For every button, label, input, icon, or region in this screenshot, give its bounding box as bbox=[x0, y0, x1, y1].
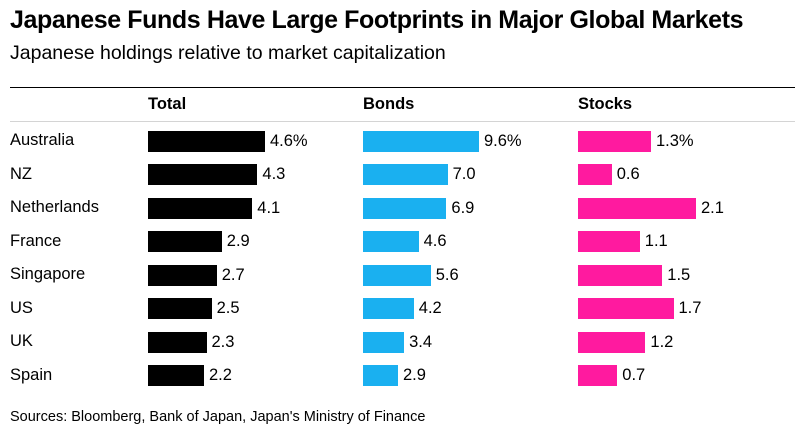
category-label: NZ bbox=[10, 164, 32, 183]
bar-stocks bbox=[578, 164, 612, 185]
value-label-total: 2.7 bbox=[221, 265, 245, 284]
value-label-stocks: 1.3% bbox=[656, 131, 694, 150]
category-label: US bbox=[10, 298, 33, 317]
column-header-total: Total bbox=[148, 95, 187, 113]
value-label-stocks: 2.1 bbox=[701, 198, 724, 217]
value-label-bonds: 7.0 bbox=[452, 165, 476, 183]
bar-total bbox=[148, 164, 258, 185]
bar-stocks bbox=[578, 130, 651, 152]
bar-total bbox=[148, 197, 253, 219]
value-label-total: 2.2 bbox=[209, 366, 232, 384]
bar-bonds bbox=[363, 231, 419, 252]
value-label-stocks: 1.1 bbox=[644, 232, 668, 250]
bar-bonds bbox=[363, 331, 405, 353]
value-label-stocks: 0.6 bbox=[616, 165, 640, 183]
value-label-stocks: 1.2 bbox=[650, 332, 674, 351]
value-label-bonds: 5.6 bbox=[435, 265, 459, 284]
column-header-bonds: Bonds bbox=[363, 95, 415, 113]
bar-bonds bbox=[363, 130, 479, 152]
bar-stocks bbox=[578, 298, 674, 319]
value-label-bonds: 6.9 bbox=[451, 198, 475, 217]
source-note: Sources: Bloomberg, Bank of Japan, Japan… bbox=[10, 409, 426, 425]
bar-stocks bbox=[578, 197, 696, 219]
value-label-total: 4.6% bbox=[270, 131, 308, 150]
value-label-stocks: 1.5 bbox=[667, 265, 691, 284]
bar-total bbox=[148, 365, 204, 386]
bar-bonds bbox=[363, 298, 414, 319]
bar-stocks bbox=[578, 365, 618, 386]
value-label-bonds: 2.9 bbox=[403, 366, 426, 384]
value-label-bonds: 3.4 bbox=[409, 332, 433, 351]
category-label: UK bbox=[10, 332, 33, 350]
value-label-total: 2.5 bbox=[216, 299, 240, 317]
value-label-stocks: 1.7 bbox=[678, 299, 702, 317]
bar-total bbox=[148, 298, 212, 319]
category-label: Netherlands bbox=[10, 198, 99, 216]
value-label-total: 4.3 bbox=[262, 165, 286, 183]
value-label-stocks: 0.7 bbox=[622, 366, 646, 384]
value-label-bonds: 4.2 bbox=[418, 299, 442, 317]
value-label-total: 4.1 bbox=[257, 198, 281, 217]
bar-total bbox=[148, 331, 207, 353]
bar-total bbox=[148, 130, 265, 152]
bar-stocks bbox=[578, 331, 646, 353]
value-label-bonds: 4.6 bbox=[423, 232, 447, 250]
bar-stocks bbox=[578, 231, 640, 252]
column-header-stocks: Stocks bbox=[578, 95, 633, 113]
header-divider bbox=[10, 121, 795, 122]
bar-stocks bbox=[578, 264, 663, 286]
bar-bonds bbox=[363, 197, 447, 219]
bar-bonds bbox=[363, 264, 431, 286]
category-label: Singapore bbox=[10, 265, 86, 283]
value-label-bonds: 9.6% bbox=[484, 131, 522, 150]
category-label: Australia bbox=[10, 131, 75, 149]
value-label-total: 2.9 bbox=[226, 232, 250, 250]
category-label: Spain bbox=[10, 365, 53, 384]
category-label: France bbox=[10, 231, 62, 250]
bar-bonds bbox=[363, 164, 448, 185]
chart-title: Japanese Funds Have Large Footprints in … bbox=[10, 6, 744, 34]
bar-total bbox=[148, 231, 222, 252]
bar-bonds bbox=[363, 365, 398, 386]
value-label-total: 2.3 bbox=[211, 332, 235, 351]
bar-total bbox=[148, 264, 217, 286]
header-rule bbox=[10, 87, 795, 88]
chart-subtitle: Japanese holdings relative to market cap… bbox=[10, 42, 446, 64]
